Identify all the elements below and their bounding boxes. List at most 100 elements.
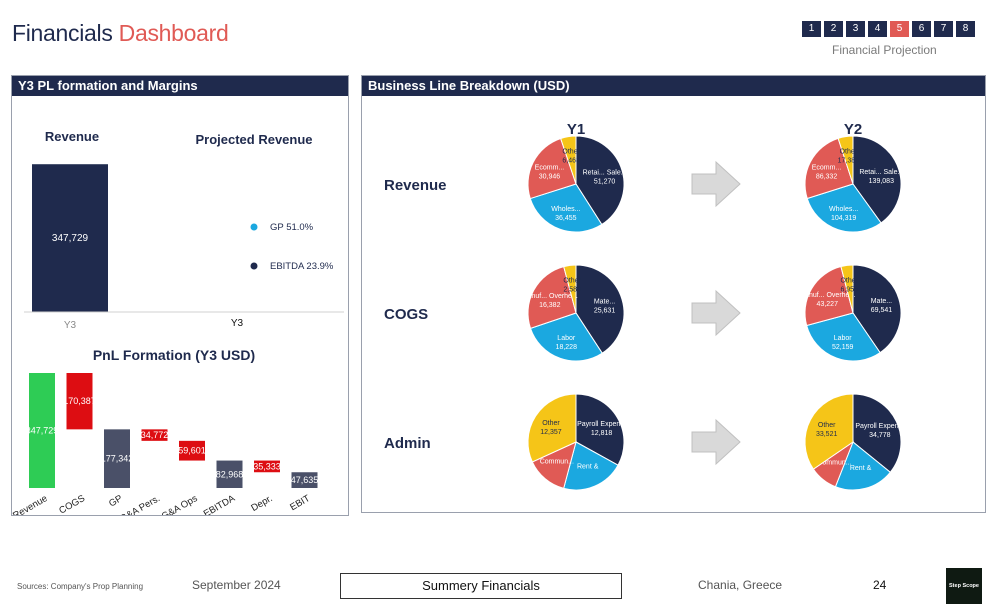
pie-slice-2 — [527, 137, 577, 200]
pie-slice-value-0: 12,818 — [591, 430, 613, 437]
projected-revenue-title: Projected Revenue — [195, 132, 312, 147]
pnl-category-0: Revenue — [12, 493, 49, 515]
pl-charts-svg: Revenue 347,729 Y3 Projected Revenue GP … — [11, 129, 344, 528]
pnl-category-2: GP — [107, 493, 124, 509]
pie-slice-name-0: Retai... Sale... — [859, 169, 903, 176]
pie-slice-name-1: Wholes... — [551, 206, 580, 213]
pie-slice-1 — [806, 183, 882, 233]
page-title: Financials Dashboard — [12, 20, 229, 47]
ebitda-margin-point — [250, 262, 258, 270]
pie-slice-1 — [563, 441, 619, 491]
business-line-panel-title: Business Line Breakdown (USD) — [362, 76, 985, 96]
gp-margin-label: GP 51.0% — [270, 222, 314, 233]
pie-slice-value-3: 33,521 — [816, 431, 838, 438]
pie-slice-1 — [834, 441, 891, 491]
pie-slice-name-0: Payroll Expen... — [577, 421, 626, 428]
pie-cogs-y2: Mate... 69,541 Labor 52,159 Manuf... Overhe.… — [799, 264, 902, 362]
pnl-chart-title: PnL Formation (Y3 USD) — [93, 347, 255, 363]
pie-slice-3 — [563, 264, 577, 314]
pl-formation-panel: Y3 PL formation and Margins Revenue 347,… — [11, 75, 349, 528]
pie-slice-0 — [852, 393, 902, 473]
pie-slice-name-3: Other — [563, 277, 581, 284]
pnl-category-7: EBIT — [288, 493, 312, 513]
page-tab-2[interactable]: 2 — [824, 21, 843, 37]
revenue-axis-label: Y3 — [64, 320, 77, 331]
revenue-chart-title: Revenue — [45, 129, 99, 144]
pie-slice-3 — [840, 264, 854, 314]
pie-slice-name-0: Mate... — [871, 298, 892, 305]
pnl-bar-label-0: 347,729 — [26, 426, 59, 436]
pie-slice-value-1: 52,159 — [832, 344, 854, 351]
business-line-panel: Business Line Breakdown (USD) Y1 Y2 Reve… — [361, 75, 986, 513]
pie-slice-value-0: 69,541 — [871, 307, 893, 314]
row-label-admin: Admin — [384, 435, 431, 452]
pie-slice-0 — [852, 264, 902, 354]
pie-slice-3 — [527, 393, 577, 463]
pnl-bar-label-6: 35,333 — [253, 461, 281, 471]
pnl-bar-2 — [104, 429, 130, 488]
pie-slice-name-3: Other — [562, 149, 580, 156]
pnl-bar-1 — [66, 373, 93, 430]
arrow-icon — [691, 160, 741, 208]
pie-revenue-y2: Retai... Sale... 139,083 Wholes... 104,319 E… — [804, 135, 903, 233]
pie-slice-value-2: 30,946 — [539, 174, 561, 181]
page-tab-1[interactable]: 1 — [802, 21, 821, 37]
pie-slice-value-3: 6,955 — [840, 286, 858, 293]
pie-admin-y1: Payroll Expen... 12,818 Rent &Commun... Oth… — [527, 393, 626, 491]
page-tab-5[interactable]: 5 — [890, 21, 909, 37]
pie-revenue-y1: Retai... Sale... 51,270 Wholes... 36,455 Eco… — [527, 135, 627, 233]
page-title-accent: Dashboard — [118, 20, 229, 46]
pie-slice-name-2: Ecomm... — [535, 165, 565, 172]
arrow-icon — [691, 418, 741, 466]
pie-slice-name-2: Manuf... Overhe... — [799, 292, 855, 299]
pie-slice-1 — [806, 312, 881, 362]
pie-slice-value-2: 16,382 — [539, 302, 561, 309]
page-tab-3[interactable]: 3 — [846, 21, 865, 37]
pnl-category-6: Depr. — [249, 493, 274, 514]
pie-slice-value-0: 34,778 — [869, 432, 891, 439]
pie-slice-value-1: 18,228 — [556, 344, 578, 351]
pnl-waterfall-bars: 347,729 170,387 177,342 34,772 59,601 82,968 3… — [26, 373, 318, 488]
pie-slice-name-1: Labor — [834, 335, 853, 342]
footer-location: Chania, Greece — [698, 578, 783, 592]
pnl-category-5: EBITDA — [202, 493, 238, 515]
arrow-icon — [691, 289, 741, 337]
pie-slice-name-0: Payroll Expen... — [855, 423, 904, 430]
page-tab-8[interactable]: 8 — [956, 21, 975, 37]
footer-page-number: 24 — [873, 578, 887, 592]
pie-slice-2 — [804, 137, 854, 200]
business-line-svg: Y1 Y2 Revenue Retai... Sale... 51,270 Whole… — [384, 121, 904, 491]
pl-panel-title: Y3 PL formation and Margins — [12, 76, 348, 96]
pie-slice-value-3: 2,584 — [563, 286, 581, 293]
gp-margin-point — [250, 223, 258, 231]
pnl-bar-0 — [29, 373, 55, 488]
pie-row-cogs: COGS Mate... 25,631 Labor 18,228 Manuf... Ove… — [384, 264, 902, 362]
pnl-bar-4 — [179, 440, 205, 461]
pie-slice-value-3: 12,357 — [540, 429, 562, 436]
pie-slice-name-3: Other — [542, 420, 560, 427]
page-tab-7[interactable]: 7 — [934, 21, 953, 37]
page-navigator: 1 2 3 4 5 6 7 8 — [802, 21, 975, 37]
pie-row-revenue: Revenue Retai... Sale... 51,270 Wholes... 36… — [384, 135, 903, 233]
footer-sources: Sources: Company's Prop Planning — [17, 582, 144, 591]
pie-slice-name-1: Rent & — [850, 465, 872, 472]
pie-cogs-y1: Mate... 25,631 Labor 18,228 Manuf... Overhe.… — [522, 264, 625, 362]
pnl-category-1: COGS — [57, 493, 87, 515]
pie-slice-3 — [837, 135, 854, 185]
page-tab-4[interactable]: 4 — [868, 21, 887, 37]
revenue-bar-label: 347,729 — [52, 233, 89, 244]
page-tab-6[interactable]: 6 — [912, 21, 931, 37]
pnl-bar-5 — [216, 460, 243, 488]
column-header-y2: Y2 — [844, 121, 862, 138]
pie-slice-name-3: Other — [840, 149, 858, 156]
pie-slice-value-0: 51,270 — [594, 179, 616, 186]
footer-section-box: Summery Financials — [340, 573, 622, 599]
pie-slice-name-3: Other — [818, 422, 836, 429]
company-logo: Step Scope — [946, 568, 982, 604]
pie-slice-name-3: Other — [840, 277, 858, 284]
pnl-bar-6 — [254, 460, 280, 473]
pie-slice-value-0: 139,083 — [869, 178, 894, 185]
pnl-bar-3 — [141, 429, 168, 441]
ebitda-margin-label: EBITDA 23.9% — [270, 261, 334, 272]
